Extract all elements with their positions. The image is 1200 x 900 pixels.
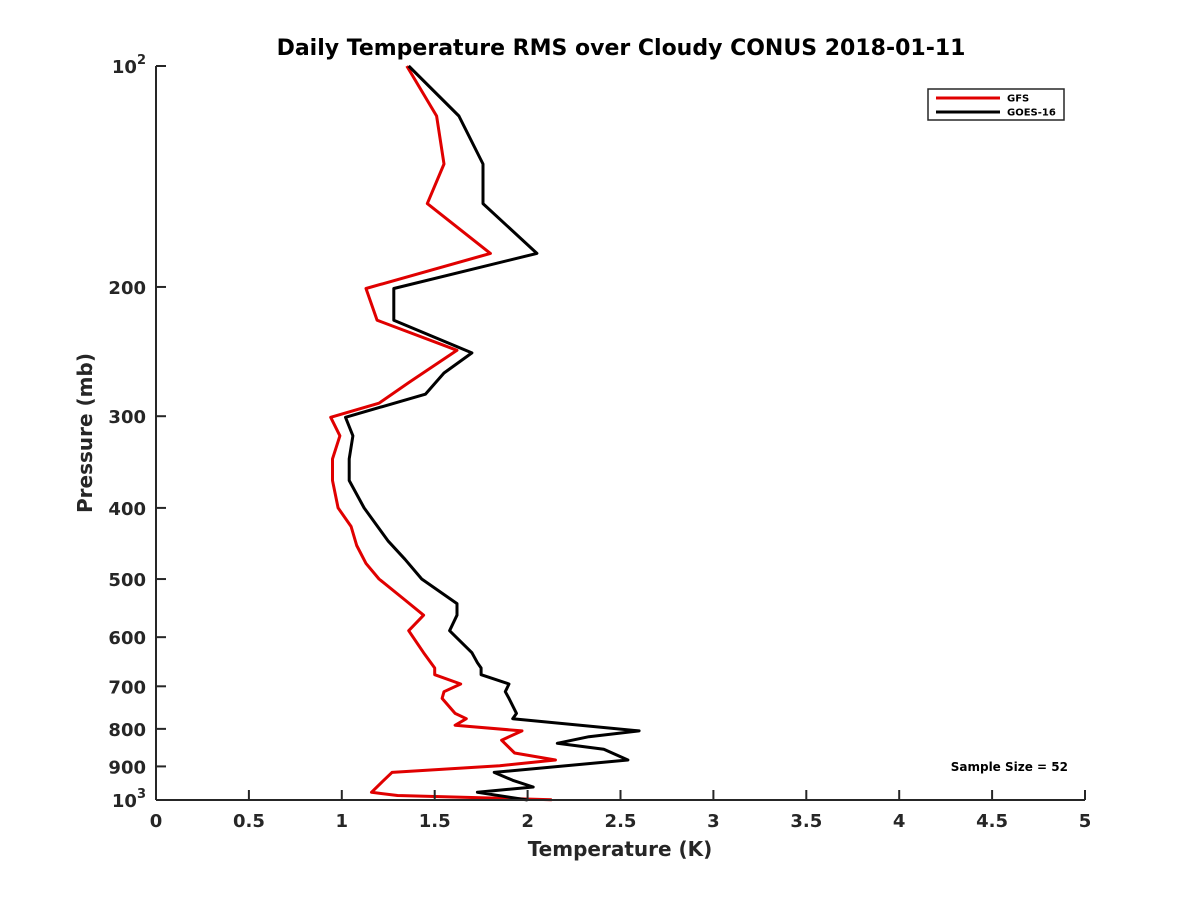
series-line-1 — [344, 64, 641, 802]
legend-box — [927, 88, 1065, 121]
sample-size-annotation: Sample Size = 52 — [951, 760, 1068, 774]
x-axis-label: Temperature (K) — [528, 837, 713, 861]
legend-label: GFS — [1007, 94, 1029, 105]
y-tick-label: 200 — [108, 278, 146, 299]
y-tick-label: 500 — [108, 570, 146, 591]
y-axis-label: Pressure (mb) — [73, 353, 97, 513]
plot-area — [329, 64, 641, 802]
y-tick-label: 900 — [108, 757, 146, 778]
x-tick-label: 4 — [893, 811, 906, 832]
y-tick-label: 400 — [108, 499, 146, 520]
x-tick-label: 5 — [1079, 811, 1092, 832]
axes: 0 0.5 1 1.5 2 2.5 3 3.5 4 4.5 5 102 200 300 400 500 600 7… — [108, 53, 1091, 832]
y-tick-label: 300 — [108, 407, 146, 428]
x-tick-label: 0 — [150, 811, 163, 832]
y-tick-label: 800 — [108, 720, 146, 741]
y-tick-label: 103 — [112, 787, 146, 812]
legend-label: GOES-16 — [1007, 108, 1056, 119]
series-line-0 — [329, 65, 557, 802]
x-tick-label: 2.5 — [605, 811, 637, 832]
y-tick-label: 700 — [108, 677, 146, 698]
y-tick-label: 600 — [108, 628, 146, 649]
x-tick-label: 4.5 — [976, 811, 1008, 832]
x-tick-label: 3.5 — [790, 811, 822, 832]
x-tick-label: 0.5 — [233, 811, 265, 832]
chart-title: Daily Temperature RMS over Cloudy CONUS … — [277, 36, 966, 61]
x-tick-label: 3 — [707, 811, 720, 832]
x-tick-label: 1 — [336, 811, 349, 832]
legend: GFS GOES-16 — [927, 88, 1065, 121]
x-tick-label: 2 — [521, 811, 534, 832]
y-tick-label: 102 — [112, 53, 146, 78]
x-tick-label: 1.5 — [419, 811, 451, 832]
